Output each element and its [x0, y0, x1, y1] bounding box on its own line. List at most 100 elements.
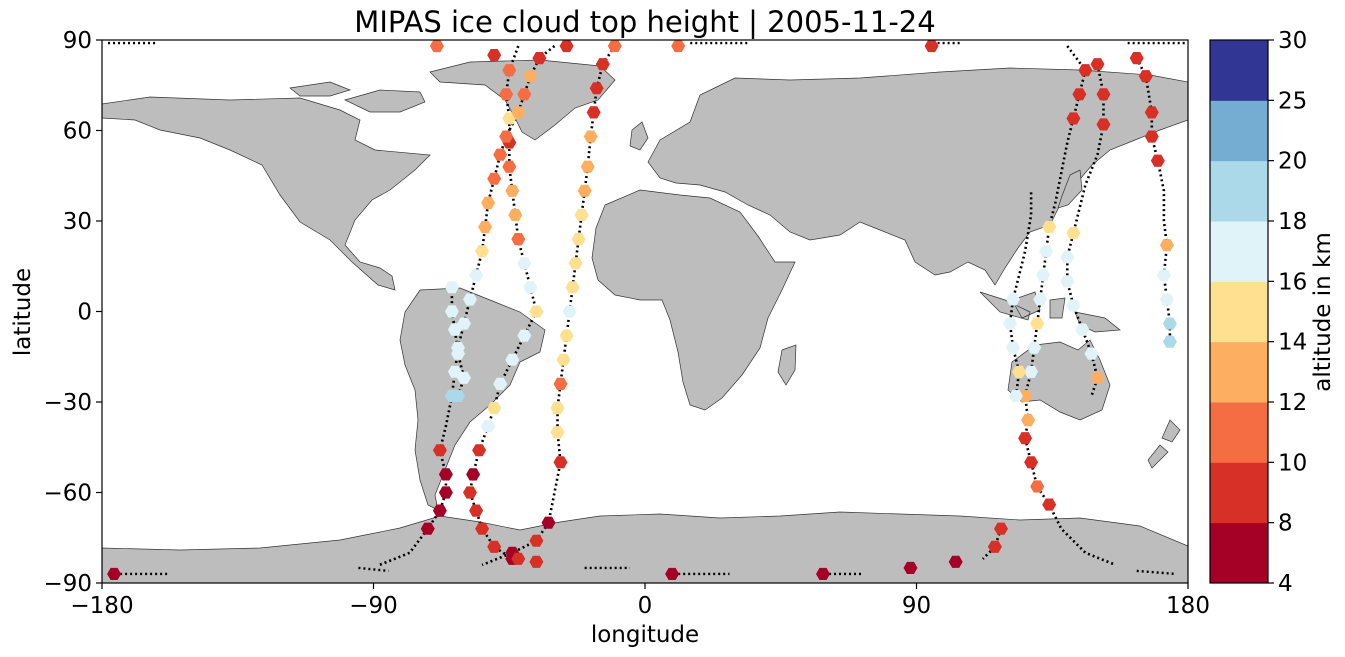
cloud-marker: [493, 148, 508, 161]
cloud-marker: [571, 233, 586, 246]
cloud-marker: [607, 40, 622, 53]
cloud-marker: [1030, 317, 1045, 330]
colorbar-bin: [1210, 341, 1268, 403]
cloud-marker: [1159, 293, 1174, 306]
cloud-marker: [1144, 130, 1159, 143]
cloud-marker: [511, 552, 526, 565]
cloud-marker: [1006, 293, 1020, 306]
cloud-marker: [1033, 293, 1048, 306]
x-tick-label: −90: [349, 593, 398, 619]
cloud-marker: [502, 160, 517, 173]
cloud-marker: [481, 420, 496, 433]
cloud-marker: [1042, 498, 1057, 511]
colorbar-tick-label: 25: [1278, 88, 1307, 114]
cloud-marker: [1039, 245, 1054, 258]
cloud-marker: [589, 82, 604, 95]
cloud-marker: [463, 486, 477, 499]
cloud-marker: [478, 221, 493, 234]
cloud-marker: [447, 323, 462, 336]
cloud-marker: [499, 130, 514, 143]
cloud-marker: [553, 377, 568, 390]
cloud-marker: [451, 347, 465, 360]
x-axis-label: longitude: [591, 622, 699, 648]
cloud-marker: [1042, 221, 1057, 234]
cloud-marker: [451, 389, 465, 402]
colorbar-tick-label: 12: [1278, 390, 1307, 416]
cloud-marker: [469, 504, 484, 517]
cloud-marker: [565, 281, 580, 294]
cloud-marker: [903, 561, 918, 574]
cloud-marker: [472, 444, 487, 457]
cloud-marker: [532, 52, 547, 65]
antarctica: [101, 511, 1189, 584]
cloud-marker: [556, 353, 571, 366]
colorbar-bin: [1210, 160, 1268, 222]
japan: [1057, 169, 1083, 209]
cloud-marker: [1018, 432, 1033, 445]
orbit-dot-trail: [358, 566, 389, 573]
cloud-marker: [502, 112, 517, 125]
cloud-marker: [511, 233, 526, 246]
new-zealand: [1147, 419, 1181, 469]
orbit-track-line: [1023, 45, 1117, 567]
cloud-marker: [1066, 299, 1081, 312]
cloud-marker: [1018, 389, 1033, 402]
cloud-marker: [577, 184, 592, 197]
cloud-marker: [1006, 341, 1020, 354]
cloud-marker: [1129, 52, 1144, 65]
cloud-marker: [487, 49, 502, 62]
colorbar-bin: [1210, 522, 1268, 584]
cloud-marker: [1024, 456, 1039, 469]
cloud-marker: [595, 58, 610, 71]
x-tick-label: −180: [70, 593, 133, 619]
cloud-marker: [1138, 70, 1153, 83]
cloud-marker: [523, 281, 538, 294]
cloud-marker: [457, 371, 471, 384]
colorbar-tick-label: 30: [1278, 28, 1307, 54]
colorbar-tick-label: 16: [1278, 269, 1307, 295]
colorbar-tick-label: 14: [1278, 330, 1307, 356]
cloud-marker: [1156, 269, 1171, 282]
cloud-marker: [924, 40, 939, 53]
cloud-marker: [438, 486, 453, 499]
cloud-marker: [493, 377, 508, 390]
cloud-marker: [502, 64, 517, 77]
cloud-marker: [1096, 88, 1111, 101]
cloud-marker: [550, 402, 565, 415]
arctic-islands: [289, 81, 426, 113]
cloud-marker: [1066, 227, 1081, 240]
cloud-marker: [568, 257, 583, 270]
chart-title: MIPAS ice cloud top height | 2005-11-24: [354, 5, 935, 39]
colorbar-tick-label: 10: [1278, 450, 1307, 476]
cloud-marker: [529, 534, 544, 547]
y-tick-label: 0: [77, 300, 92, 326]
cloud-marker: [1060, 251, 1075, 264]
cloud-marker: [994, 522, 1008, 535]
cloud-markers: [107, 40, 1177, 580]
cloud-marker: [1090, 58, 1105, 71]
cloud-marker: [1009, 389, 1023, 402]
cloud-marker: [523, 70, 538, 83]
cloud-marker: [1162, 317, 1177, 330]
cloud-marker: [517, 329, 532, 342]
cloud-marker: [487, 402, 502, 415]
colorbar-tick-label: 4: [1278, 571, 1293, 597]
cloud-marker: [487, 540, 502, 553]
y-axis: 90 60 30 0 −30 −60 −90: [43, 28, 102, 597]
cloud-marker: [671, 40, 686, 53]
cloud-marker: [438, 468, 453, 481]
cloud-marker: [665, 567, 680, 580]
cloud-marker: [1090, 371, 1105, 384]
cloud-marker: [580, 160, 595, 173]
cloud-marker: [1162, 335, 1177, 348]
cloud-marker: [529, 305, 544, 318]
cloud-marker: [1096, 118, 1111, 131]
colorbar-bin: [1210, 402, 1268, 463]
cloud-marker: [444, 305, 459, 318]
x-tick-label: 90: [902, 593, 931, 619]
cloud-marker: [432, 504, 447, 517]
colorbar-bin: [1210, 100, 1268, 162]
y-tick-label: 60: [63, 119, 92, 145]
cloud-marker: [574, 208, 589, 221]
cloud-marker: [1036, 269, 1051, 282]
